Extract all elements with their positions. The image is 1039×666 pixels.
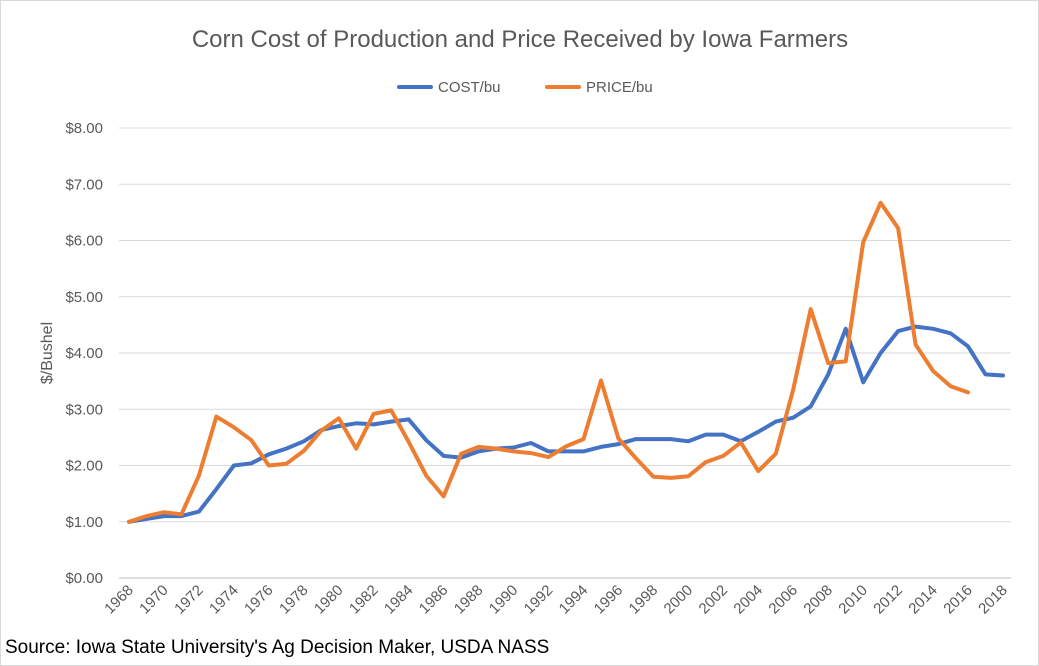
x-tick-label: 2012 <box>870 582 906 618</box>
y-tick-label: $4.00 <box>65 345 103 362</box>
x-tick-label: 1968 <box>101 582 137 618</box>
y-tick-label: $1.00 <box>65 514 103 531</box>
x-tick-label: 1980 <box>311 582 347 618</box>
x-tick-label: 2000 <box>661 582 697 618</box>
x-tick-label: 1996 <box>591 582 627 618</box>
chart-title: Corn Cost of Production and Price Receiv… <box>192 26 848 53</box>
x-tick-labels: 1968 1970 1972 1974 1976 1978 1980 1982 1984 1986… <box>101 582 1011 618</box>
x-tick-label: 2014 <box>905 582 941 618</box>
x-tick-label: 2018 <box>975 582 1011 618</box>
cost-series-line <box>127 324 1005 524</box>
legend-price-label: PRICE/bu <box>586 79 653 96</box>
x-tick-label: 2004 <box>730 582 766 618</box>
x-tick-label: 1998 <box>626 582 662 618</box>
x-tick-label: 1970 <box>136 582 172 618</box>
x-tick-label: 1978 <box>276 582 312 618</box>
y-tick-label: $5.00 <box>65 289 103 306</box>
x-tick-label: 1974 <box>206 582 242 618</box>
x-tick-label: 2010 <box>835 582 871 618</box>
x-tick-label: 1986 <box>416 582 452 618</box>
y-axis-label: $/Bushel <box>39 322 56 384</box>
y-tick-label: $0.00 <box>65 570 103 587</box>
price-series-line <box>127 200 970 524</box>
x-tick-label: 1994 <box>556 582 592 618</box>
x-tick-label: 2008 <box>800 582 836 618</box>
x-tick-label: 1990 <box>486 582 522 618</box>
x-tick-label: 1992 <box>521 582 557 618</box>
x-tick-label: 1972 <box>171 582 207 618</box>
series-lines <box>127 200 1005 524</box>
x-tick-label: 2016 <box>940 582 976 618</box>
y-tick-label: $7.00 <box>65 176 103 193</box>
y-tick-label: $8.00 <box>65 120 103 137</box>
x-tick-label: 2006 <box>765 582 801 618</box>
y-tick-label: $6.00 <box>65 233 103 250</box>
source-note: Source: Iowa State University's Ag Decis… <box>5 637 550 658</box>
x-tick-label: 1988 <box>451 582 487 618</box>
x-tick-label: 1976 <box>241 582 277 618</box>
x-tick-label: 2002 <box>696 582 732 618</box>
x-tick-label: 1982 <box>346 582 382 618</box>
y-tick-labels: $0.00 $1.00 $2.00 $3.00 $4.00 $5.00 $6.00 $7.00… <box>65 120 103 587</box>
legend-cost-label: COST/bu <box>438 79 501 96</box>
x-tick-label: 1984 <box>381 582 417 618</box>
y-tick-label: $2.00 <box>65 458 103 475</box>
legend: COST/bu PRICE/bu <box>397 79 653 96</box>
y-tick-label: $3.00 <box>65 401 103 418</box>
gridlines <box>119 127 1011 579</box>
